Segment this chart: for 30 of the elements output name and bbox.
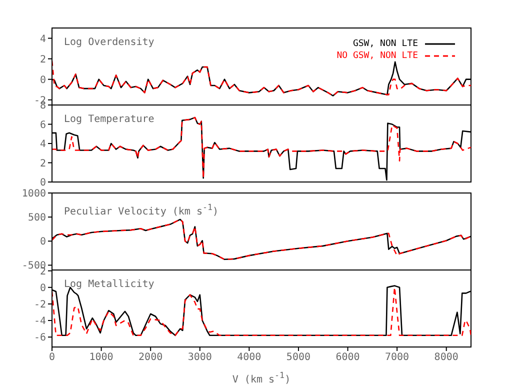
y-tick-label: 0 [40,178,46,189]
y-tick-label: 4 [40,34,46,45]
y-tick-label: 500 [28,212,46,224]
x-tick-label: 5000 [286,352,311,364]
y-tick-label: -2 [34,299,46,310]
text: Peculiar Velocity (km s$^{-1}$) [64,202,219,218]
x-tick-label: 6000 [336,352,360,364]
y-tick-label: 0 [40,236,46,248]
x-tick-label: 4000 [237,352,262,364]
y-tick-label: 2 [40,54,46,66]
text: Log Metallicity [64,279,154,290]
x-tick-label: 0 [48,352,56,364]
y-tick-label: 0 [40,74,46,86]
x-tick-label: 8000 [434,352,458,364]
x-tick-label: 1000 [89,352,114,364]
y-tick-label: -4 [34,316,46,328]
y-tick-label: 4 [40,139,46,150]
x-tick-label: 7000 [385,352,410,364]
x-tick-label: 3000 [188,352,212,364]
y-tick-label: 2 [40,158,46,170]
text: Log Overdensity [64,37,154,48]
legend-label: GSW, NON LTE [352,39,418,49]
y-tick-label: 1000 [22,188,46,200]
y-tick-label: 6 [40,120,46,131]
x-axis-title: V (km s$^{-1}$) [231,370,292,386]
text: Log Temperature [64,114,154,125]
y-tick-label: 0 [40,282,46,294]
legend-label: NO GSW, NON LTE [336,51,418,61]
y-tick-label: -6 [34,332,46,344]
x-tick-label: 2000 [138,352,163,364]
